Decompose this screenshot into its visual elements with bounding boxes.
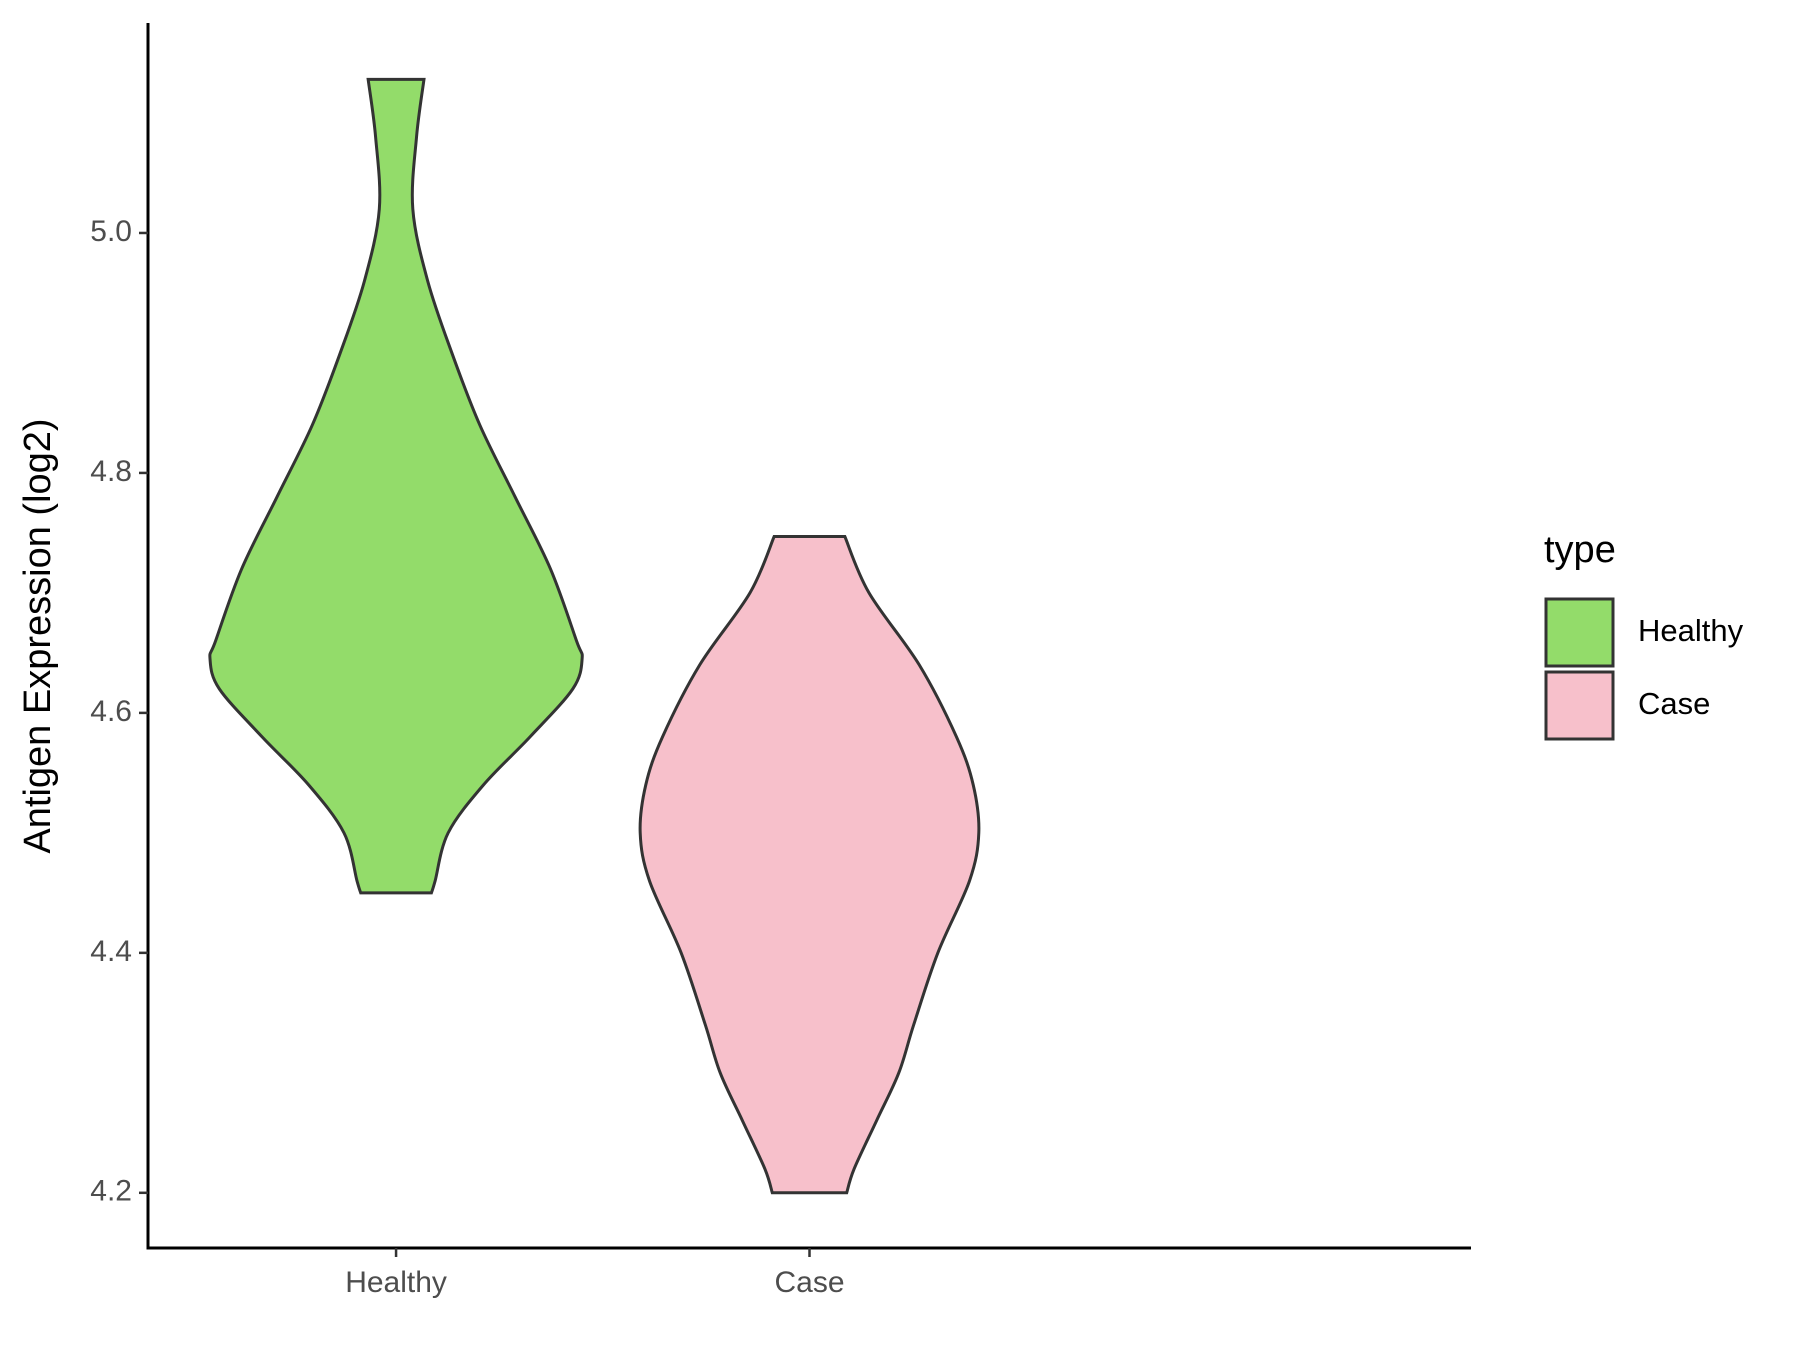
x-tick-label: Healthy (345, 1266, 447, 1299)
violin (638, 535, 981, 1195)
violin (208, 77, 584, 895)
y-tick-label: 4.6 (90, 695, 132, 728)
y-tick-label: 5.0 (90, 215, 132, 248)
x-tick-label: Case (774, 1266, 844, 1299)
y-axis-title: Antigen Expression (log2) (17, 418, 59, 853)
legend-label: Case (1638, 686, 1710, 721)
legend-key (1544, 597, 1615, 668)
legend-label: Healthy (1638, 613, 1744, 648)
y-tick-label: 4.4 (90, 935, 132, 968)
y-tick-label: 4.8 (90, 455, 132, 488)
legend-key (1544, 670, 1615, 741)
y-tick-label: 4.2 (90, 1175, 132, 1208)
legend-title: type (1544, 529, 1616, 571)
